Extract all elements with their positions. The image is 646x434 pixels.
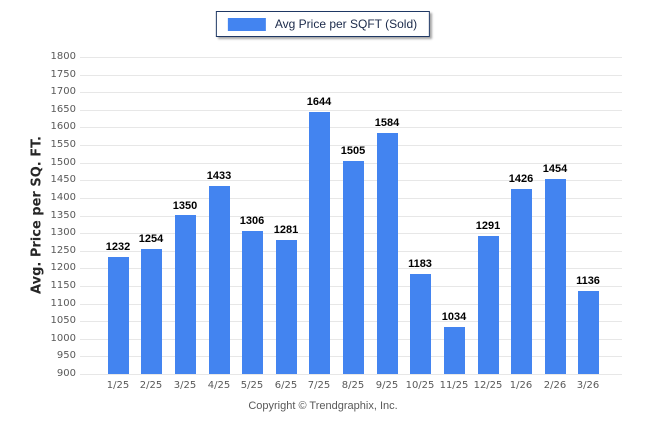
y-tick-label: 1250 — [50, 245, 76, 256]
bar-1/26 — [511, 189, 532, 374]
bar-9/25 — [377, 133, 398, 374]
x-tick-label: 10/25 — [405, 380, 435, 391]
bar-6/25 — [276, 240, 297, 374]
bar-value-label: 1136 — [576, 275, 600, 287]
y-tick-label: 950 — [56, 350, 76, 361]
x-tick-label: 3/26 — [576, 380, 600, 391]
gridline — [80, 57, 622, 58]
bar-7/25 — [309, 112, 330, 374]
bar-3/25 — [175, 215, 196, 374]
bar-value-label: 1281 — [273, 224, 299, 236]
x-tick-label: 2/26 — [543, 380, 567, 391]
bar-value-label: 1034 — [441, 311, 467, 323]
bar-value-label: 1350 — [172, 200, 198, 212]
gridline — [80, 374, 622, 375]
legend: Avg Price per SQFT (Sold) — [215, 11, 431, 37]
bar-value-label: 1183 — [408, 258, 432, 270]
bar-value-label: 1454 — [542, 163, 568, 175]
x-tick-label: 5/25 — [240, 380, 264, 391]
x-tick-label: 2/25 — [139, 380, 163, 391]
bar-value-label: 1291 — [475, 220, 501, 232]
y-tick-label: 1600 — [50, 121, 76, 132]
bar-8/25 — [343, 161, 364, 374]
gridline — [80, 127, 622, 128]
y-tick-label: 1050 — [50, 315, 76, 326]
y-tick-label: 1800 — [50, 51, 76, 62]
y-tick-label: 1650 — [50, 104, 76, 115]
plot-area — [80, 57, 622, 375]
gridline — [80, 75, 622, 76]
y-tick-label: 1750 — [50, 69, 76, 80]
y-tick-label: 1350 — [50, 210, 76, 221]
gridline — [80, 145, 622, 146]
bar-value-label: 1306 — [239, 215, 265, 227]
y-tick-label: 900 — [56, 368, 76, 379]
y-tick-label: 1550 — [50, 139, 76, 150]
legend-label: Avg Price per SQFT (Sold) — [274, 17, 418, 31]
bar-value-label: 1584 — [374, 117, 400, 129]
bar-value-label: 1254 — [138, 233, 164, 245]
bar-2/26 — [545, 179, 566, 374]
bar-12/25 — [478, 236, 499, 374]
bar-10/25 — [410, 274, 431, 374]
y-tick-label: 1200 — [50, 262, 76, 273]
y-tick-label: 1150 — [50, 280, 76, 291]
y-tick-label: 1500 — [50, 157, 76, 168]
legend-swatch-icon — [227, 17, 266, 31]
bar-1/25 — [108, 257, 129, 374]
bar-11/25 — [444, 327, 465, 374]
x-tick-label: 8/25 — [341, 380, 365, 391]
bar-2/25 — [141, 249, 162, 374]
x-tick-label: 1/25 — [106, 380, 130, 391]
bar-value-label: 1426 — [508, 173, 534, 185]
y-tick-label: 1700 — [50, 86, 76, 97]
bar-value-label: 1505 — [340, 145, 366, 157]
y-tick-label: 1450 — [50, 174, 76, 185]
bar-5/25 — [242, 231, 263, 374]
copyright-text: Copyright © Trendgraphix, Inc. — [248, 400, 398, 412]
x-tick-label: 9/25 — [375, 380, 399, 391]
y-tick-label: 1100 — [50, 298, 76, 309]
x-tick-label: 4/25 — [207, 380, 231, 391]
bar-value-label: 1644 — [306, 96, 332, 108]
x-tick-label: 11/25 — [439, 380, 469, 391]
y-tick-label: 1000 — [50, 333, 76, 344]
x-tick-label: 6/25 — [274, 380, 298, 391]
bar-4/25 — [209, 186, 230, 374]
gridline — [80, 110, 622, 111]
bar-3/26 — [578, 291, 599, 374]
x-tick-label: 7/25 — [307, 380, 331, 391]
y-tick-label: 1400 — [50, 192, 76, 203]
bar-value-label: 1433 — [206, 170, 232, 182]
x-tick-label: 1/26 — [509, 380, 533, 391]
y-tick-label: 1300 — [50, 227, 76, 238]
bar-value-label: 1232 — [105, 241, 131, 253]
gridline — [80, 92, 622, 93]
x-tick-label: 12/25 — [473, 380, 503, 391]
x-tick-label: 3/25 — [173, 380, 197, 391]
